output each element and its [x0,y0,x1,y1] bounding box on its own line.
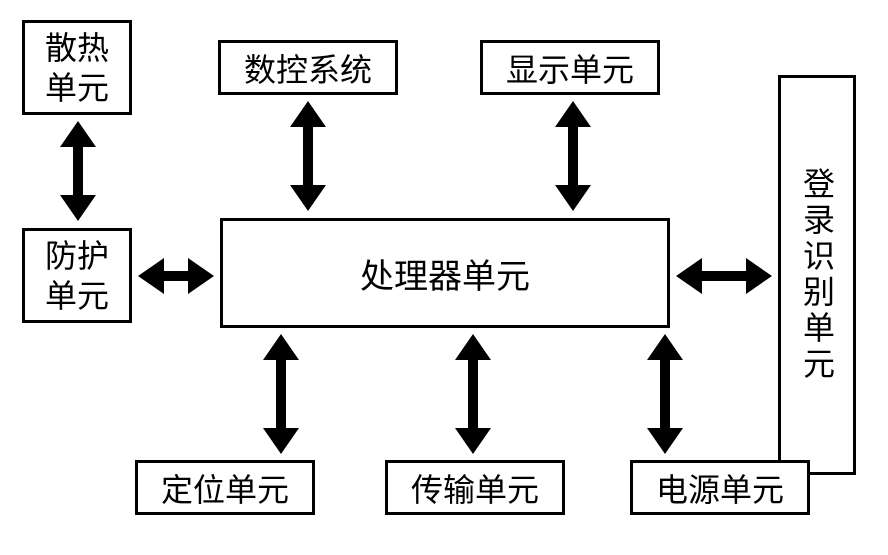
cooling-unit-box: 散热 单元 [22,20,132,115]
double-arrow-icon [138,258,214,294]
display-unit-box: 显示单元 [480,40,660,95]
double-arrow-icon [676,258,772,294]
double-arrow-icon [647,334,683,454]
double-arrow-icon [555,101,591,211]
transmission-unit-box: 传输单元 [385,460,565,515]
display-unit-label: 显示单元 [506,45,634,91]
cnc-system-box: 数控系统 [218,40,398,95]
power-unit-label: 电源单元 [656,465,784,511]
cooling-unit-label: 散热 单元 [45,28,109,108]
power-unit-box: 电源单元 [630,460,810,515]
processor-unit-label: 处理器单元 [360,249,530,298]
double-arrow-icon [60,121,96,221]
processor-unit-box: 处理器单元 [220,218,670,328]
cnc-system-label: 数控系统 [244,45,372,91]
positioning-unit-label: 定位单元 [161,465,289,511]
positioning-unit-box: 定位单元 [135,460,315,515]
login-recognition-unit-box: 登录识别单元 [778,75,856,475]
protection-unit-box: 防护 单元 [22,228,132,323]
protection-unit-label: 防护 单元 [45,236,109,316]
login-recognition-unit-label: 登录识别单元 [794,167,840,383]
double-arrow-icon [263,334,299,454]
transmission-unit-label: 传输单元 [411,465,539,511]
double-arrow-icon [455,334,491,454]
double-arrow-icon [290,101,326,211]
